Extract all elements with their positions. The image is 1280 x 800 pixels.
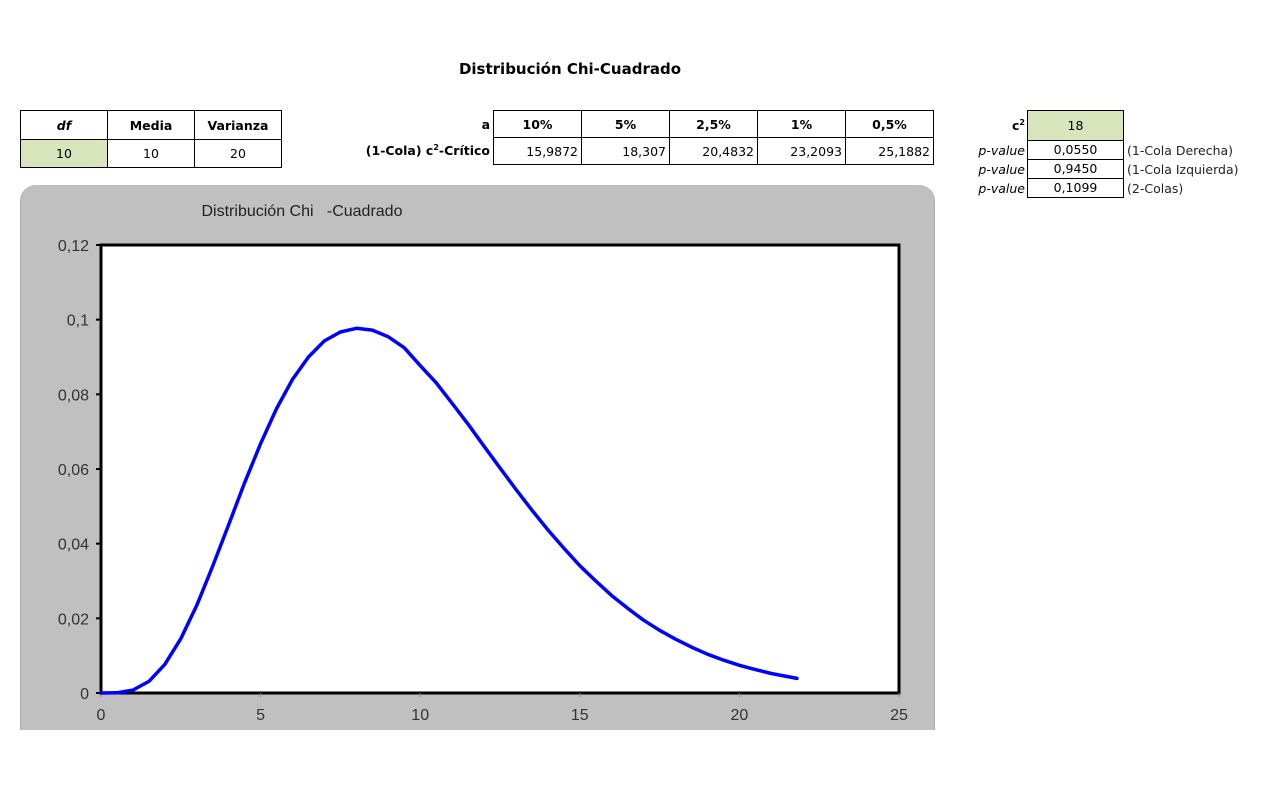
- pvalue-row-two: p-value 0,1099 (2-Colas): [955, 179, 1238, 198]
- pvalue-two-cell: 0,1099: [1027, 179, 1124, 198]
- pvalue-label: p-value: [978, 162, 1025, 177]
- alpha-row-label: a: [481, 116, 490, 132]
- chart-area[interactable]: Distribución Chi -Cuadrado 0 0,02 0,04 0,06…: [20, 185, 935, 745]
- critical-label-prefix: (1-Cola) c: [365, 143, 434, 159]
- page-background: [0, 730, 1280, 800]
- pvalue-two-desc: (2-Colas): [1127, 181, 1184, 196]
- alpha-0-5: 0,5%: [845, 110, 934, 138]
- alpha-1: 1%: [757, 110, 846, 138]
- stat-label-text: c: [1012, 118, 1020, 134]
- critical-value-5: 18,307: [581, 137, 670, 165]
- y-tick-label: 0: [80, 686, 89, 703]
- y-tick-label: 0,1: [67, 313, 89, 330]
- pvalue-left-cell: 0,9450: [1027, 160, 1124, 179]
- pvalue-table: c2 18 p-value 0,0550 (1-Cola Derecha) p-…: [955, 110, 1238, 198]
- critical-value-1: 23,2093: [757, 137, 846, 165]
- chi-square-curve: [99, 326, 799, 695]
- alpha-5: 5%: [581, 110, 670, 138]
- stat-label-sup: 2: [1019, 117, 1025, 127]
- y-tick-label: 0,12: [58, 238, 89, 255]
- x-tick-label: 25: [890, 707, 908, 724]
- varianza-cell: 20: [194, 139, 282, 168]
- stat-label: c2: [955, 118, 1027, 133]
- header-varianza: Varianza: [194, 110, 282, 140]
- y-tick-label: 0,04: [58, 537, 89, 554]
- pvalue-right-cell: 0,0550: [1027, 141, 1124, 160]
- critical-value-0-5: 25,1882: [845, 137, 934, 165]
- pvalue-right-desc: (1-Cola Derecha): [1127, 143, 1234, 158]
- critical-label-sup: 2: [433, 143, 439, 153]
- media-cell: 10: [107, 139, 195, 168]
- pvalue-row-left: p-value 0,9450 (1-Cola Izquierda): [955, 160, 1238, 179]
- chart-title: Distribución Chi -Cuadrado: [202, 203, 403, 220]
- y-tick-label: 0,02: [58, 611, 89, 628]
- x-tick-label: 0: [97, 707, 106, 724]
- critical-row-label: (1-Cola) c2-Crítico: [340, 138, 494, 165]
- critical-value-10: 15,9872: [493, 137, 582, 165]
- x-axis: 0 5 10 15 20 25: [97, 693, 908, 724]
- y-tick-label: 0,08: [58, 387, 89, 404]
- alpha-10: 10%: [493, 110, 582, 138]
- chart-svg: Distribución Chi -Cuadrado 0 0,02 0,04 0,06…: [58, 203, 908, 724]
- params-table: df Media Varianza 10 10 20: [20, 110, 282, 168]
- pvalue-label: p-value: [978, 143, 1025, 158]
- x-tick-label: 10: [411, 707, 429, 724]
- header-media: Media: [107, 110, 195, 140]
- y-tick-label: 0,06: [58, 462, 89, 479]
- alpha-2-5: 2,5%: [669, 110, 758, 138]
- pvalue-left-desc: (1-Cola Izquierda): [1127, 162, 1239, 177]
- x-tick-label: 15: [571, 707, 589, 724]
- critical-label-suffix: -Crítico: [438, 143, 490, 159]
- pvalue-label: p-value: [978, 181, 1025, 196]
- x-tick-label: 5: [256, 707, 265, 724]
- df-input-cell[interactable]: 10: [20, 139, 108, 168]
- header-df: df: [20, 110, 108, 140]
- sheet-title: Distribución Chi-Cuadrado: [458, 60, 682, 78]
- critical-value-2-5: 20,4832: [669, 137, 758, 165]
- stat-input-cell[interactable]: 18: [1027, 110, 1124, 141]
- y-axis: 0 0,02 0,04 0,06 0,08 0,1 0,12: [58, 238, 101, 703]
- x-tick-label: 20: [731, 707, 749, 724]
- critical-values-table: a 10% 5% 2,5% 1% 0,5% (1-Cola) c2-Crític…: [340, 110, 934, 165]
- pvalue-row-right: p-value 0,0550 (1-Cola Derecha): [955, 141, 1238, 160]
- stat-row: c2 18: [955, 110, 1238, 141]
